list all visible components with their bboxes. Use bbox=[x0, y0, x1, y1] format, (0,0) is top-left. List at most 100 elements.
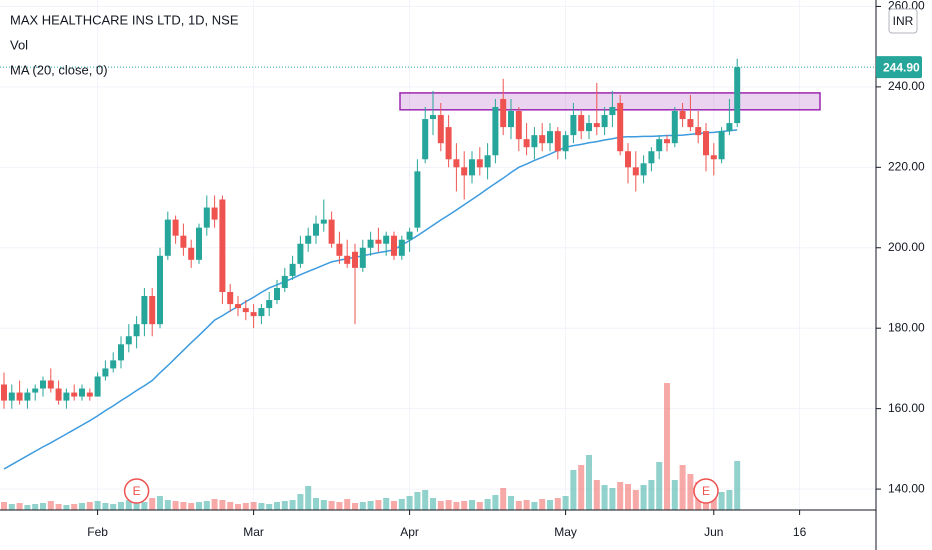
volume-bar bbox=[196, 502, 202, 510]
candle-body bbox=[617, 102, 624, 152]
candle-body bbox=[453, 159, 460, 168]
volume-bar bbox=[547, 500, 553, 510]
last-price-box bbox=[876, 56, 922, 79]
volume-bar bbox=[32, 504, 39, 510]
candle-body bbox=[203, 207, 210, 228]
candle-body bbox=[219, 199, 226, 293]
volume-bar bbox=[328, 501, 335, 510]
volume-bar bbox=[515, 501, 522, 510]
candle-body bbox=[133, 324, 140, 337]
candle-body bbox=[79, 388, 85, 397]
candle-body bbox=[71, 392, 78, 397]
volume-bar bbox=[71, 504, 78, 510]
volume-bar bbox=[687, 474, 694, 510]
candle-body bbox=[336, 243, 343, 256]
volume-bar bbox=[242, 503, 249, 510]
candle-body bbox=[469, 159, 475, 176]
candle-body bbox=[539, 135, 546, 144]
volume-bar bbox=[718, 492, 725, 510]
candle-body bbox=[703, 131, 709, 156]
currency[interactable]: INR bbox=[893, 14, 914, 28]
volume-bar bbox=[94, 501, 101, 510]
candle-body bbox=[47, 380, 54, 389]
volume-bar bbox=[79, 503, 85, 510]
volume-bar bbox=[47, 501, 54, 510]
volume-bar bbox=[500, 488, 507, 510]
candle-body bbox=[625, 151, 631, 168]
volume-bar bbox=[437, 501, 444, 510]
volume-bar bbox=[554, 498, 561, 510]
last-price-label: 244.90 bbox=[883, 60, 920, 74]
volume-bar bbox=[133, 501, 140, 510]
volume-bar bbox=[671, 480, 678, 510]
candle-body bbox=[476, 159, 483, 168]
volume-bar bbox=[367, 501, 374, 510]
chart-title: MAX HEALTHCARE INS LTD, 1D, NSE bbox=[10, 12, 239, 27]
volume-bar bbox=[55, 504, 62, 510]
y-tick-label: 200.00 bbox=[888, 240, 925, 254]
volume-bar bbox=[406, 496, 413, 510]
volume-bar bbox=[539, 499, 546, 510]
candle-body bbox=[274, 287, 280, 301]
volume-bar bbox=[469, 500, 475, 510]
currency-box[interactable] bbox=[888, 8, 918, 34]
candle-body bbox=[125, 336, 132, 345]
candle-body bbox=[640, 163, 647, 176]
candle-body bbox=[313, 223, 319, 236]
candle-body bbox=[523, 139, 530, 148]
candle-body bbox=[211, 207, 218, 220]
candle-body bbox=[297, 243, 304, 264]
volume-bar bbox=[531, 502, 538, 510]
candle-body bbox=[430, 115, 436, 120]
volume-bar bbox=[219, 500, 226, 510]
volume-bar bbox=[118, 502, 124, 510]
candle-body bbox=[445, 127, 452, 160]
event-marker bbox=[123, 478, 150, 504]
candle-body bbox=[305, 235, 312, 244]
volume-bar bbox=[149, 498, 156, 510]
candle-body bbox=[554, 131, 561, 152]
candle-body bbox=[180, 235, 187, 248]
candle-body bbox=[320, 219, 327, 224]
volume-bar bbox=[211, 499, 218, 510]
volume-bar bbox=[320, 500, 327, 510]
axes: 140.00160.00180.00200.00220.00240.00260.… bbox=[87, 0, 925, 539]
volume-bar bbox=[617, 482, 624, 510]
volume-bar bbox=[141, 502, 148, 510]
volume-bar bbox=[172, 501, 179, 510]
volume-bar bbox=[102, 503, 109, 510]
candle-body bbox=[734, 67, 741, 124]
volume-bar bbox=[398, 499, 405, 510]
candle-body bbox=[593, 123, 600, 128]
volume-bar bbox=[562, 496, 569, 510]
x-tick-label: May bbox=[554, 525, 577, 539]
x-tick-label: Apr bbox=[400, 525, 419, 539]
candle-body bbox=[718, 131, 725, 160]
volume-bar bbox=[523, 500, 530, 510]
candle-body bbox=[40, 380, 46, 389]
y-tick-label: 240.00 bbox=[888, 79, 925, 93]
candle-body bbox=[328, 219, 335, 244]
volume-bar bbox=[305, 486, 312, 510]
candle-body bbox=[484, 155, 491, 168]
candle-body bbox=[679, 111, 686, 120]
candle-body bbox=[258, 308, 265, 317]
candle-body bbox=[632, 167, 639, 176]
y-tick-label: 220.00 bbox=[888, 159, 925, 173]
candle-body bbox=[492, 106, 499, 156]
candle-body bbox=[601, 115, 608, 128]
candle-body bbox=[375, 239, 382, 244]
volume-bar bbox=[203, 501, 210, 510]
candle-body bbox=[344, 255, 351, 264]
candle-body bbox=[242, 308, 249, 313]
event-marker bbox=[693, 478, 719, 504]
volume-bar bbox=[601, 485, 608, 510]
candle-body bbox=[586, 123, 592, 132]
candle-body bbox=[562, 135, 569, 152]
candle-body bbox=[461, 167, 468, 176]
candle-body bbox=[1, 384, 7, 401]
volume-bar bbox=[492, 495, 499, 510]
volume-bar bbox=[266, 504, 273, 510]
volume-bar bbox=[453, 502, 460, 510]
volume-bar bbox=[336, 502, 343, 510]
